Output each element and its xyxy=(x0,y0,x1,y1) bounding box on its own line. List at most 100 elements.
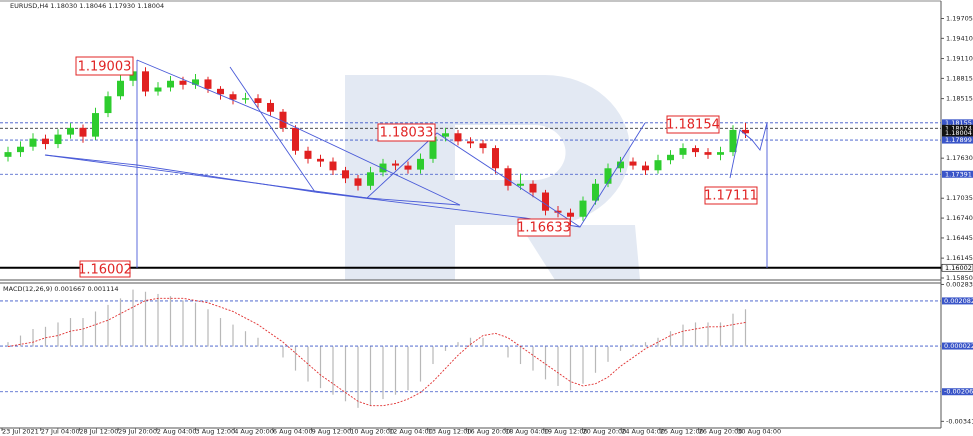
candle-body xyxy=(29,138,37,147)
candle-body xyxy=(629,161,637,166)
x-tick-label: 24 Aug 04:00 xyxy=(621,428,665,436)
candle-body xyxy=(717,152,724,155)
candle-body xyxy=(117,80,124,97)
candle-body xyxy=(367,172,374,186)
candle-body xyxy=(454,133,462,142)
annotation-box xyxy=(79,260,131,278)
candle-body xyxy=(329,161,337,171)
y-tick-label: 1.19410 xyxy=(946,34,973,42)
candle-body xyxy=(379,163,387,173)
level-label-bg xyxy=(941,263,973,272)
y-tick-label: 1.15850 xyxy=(946,274,973,282)
y-tick-label: 0.002833 xyxy=(946,280,973,288)
candle-body xyxy=(254,98,262,103)
candle-body xyxy=(567,212,574,217)
x-tick-label: 23 Jul 2021 xyxy=(2,428,39,436)
x-tick-label: 18 Aug 04:00 xyxy=(505,428,549,436)
candle-body xyxy=(429,136,437,159)
level-label: 1.18074 xyxy=(945,124,972,132)
candle-body xyxy=(742,129,749,134)
candle-body xyxy=(667,154,674,161)
candle-body xyxy=(217,88,224,95)
candle-body xyxy=(679,148,687,155)
y-tick-label: 1.16145 xyxy=(946,254,973,262)
candle-body xyxy=(517,183,524,186)
candle-body xyxy=(729,129,737,153)
candle-body xyxy=(617,161,624,169)
candle-body xyxy=(579,200,587,217)
x-tick-label: 19 Aug 12:00 xyxy=(544,428,588,436)
candle-body xyxy=(704,152,712,155)
candle-body xyxy=(229,94,237,100)
x-tick-label: 29 Jul 20:00 xyxy=(118,428,157,436)
candle-body xyxy=(17,146,24,153)
annotation-box xyxy=(377,123,436,142)
x-tick-label: 12 Aug 04:00 xyxy=(389,428,433,436)
wave-line xyxy=(729,122,768,268)
annotations: 1.19003 1.18033 1.18154 1.17111 1.16633 … xyxy=(75,56,758,278)
annotation: 1.16633 xyxy=(517,221,571,236)
candle-body xyxy=(104,96,112,114)
candle-body xyxy=(404,165,412,170)
candle-body xyxy=(154,87,162,92)
level-label: 1.17899 xyxy=(945,136,972,144)
x-tick-label: 4 Aug 20:00 xyxy=(234,428,274,436)
candle-body xyxy=(67,127,74,135)
candle-body xyxy=(54,134,62,145)
candle-body xyxy=(42,138,49,145)
annotation: 1.16002 xyxy=(78,263,132,278)
candle-body xyxy=(442,133,449,137)
annotation-box xyxy=(517,218,571,237)
level-label: 1.18004 xyxy=(945,129,972,137)
candle-body xyxy=(467,141,474,144)
candle-body xyxy=(204,79,212,89)
x-tick-label: 6 Aug 04:00 xyxy=(273,428,313,436)
y-tick-label: 1.19705 xyxy=(946,14,973,22)
annotation-box xyxy=(666,115,720,134)
candle-body xyxy=(142,71,149,92)
level-label-bg xyxy=(942,388,973,396)
level-label-bg xyxy=(942,124,973,132)
level-label: -0.002064 xyxy=(944,388,973,396)
trend-line xyxy=(136,59,461,206)
candle-body xyxy=(317,158,324,162)
candle-body xyxy=(529,183,537,193)
annotation: 1.18033 xyxy=(380,126,434,141)
x-tick-label: 9 Aug 12:00 xyxy=(312,428,352,436)
candle-body xyxy=(654,160,662,171)
candle-body xyxy=(592,183,599,201)
candle-body xyxy=(4,152,12,157)
candle-body xyxy=(179,80,187,85)
annotation-box xyxy=(75,56,134,76)
level-label: 0.002082 xyxy=(944,297,973,305)
y-tick-label: 1.17035 xyxy=(946,194,973,202)
level-label-bg xyxy=(942,170,973,178)
annotation: 1.18154 xyxy=(666,118,720,133)
x-tick-label: 3 Aug 12:00 xyxy=(196,428,236,436)
y-tick-label: 1.16445 xyxy=(946,234,973,242)
level-label-bg xyxy=(942,129,973,137)
x-tick-label: 10 Aug 20:00 xyxy=(350,428,394,436)
candle-body xyxy=(79,127,87,137)
x-tick-label: 20 Aug 20:00 xyxy=(583,428,627,436)
level-label: 1.17391 xyxy=(945,170,972,178)
candle-body xyxy=(167,80,174,88)
candle-body xyxy=(642,165,649,171)
candle-body xyxy=(604,168,612,184)
candle-body xyxy=(492,148,499,169)
candle-body xyxy=(417,158,424,170)
candle-body xyxy=(342,170,349,179)
y-tick-label: 1.18815 xyxy=(946,74,973,82)
x-tick-label: 27 Jul 04:00 xyxy=(41,428,80,436)
signal-line xyxy=(7,297,746,407)
annotation: 1.17111 xyxy=(704,189,758,204)
candle-body xyxy=(479,143,487,149)
x-tick-label: 30 Aug 04:00 xyxy=(737,428,781,436)
y-tick-label: 1.19110 xyxy=(946,55,973,63)
candle-body xyxy=(504,168,512,186)
candle-body xyxy=(92,113,99,137)
wave-line xyxy=(366,122,646,228)
candle-body xyxy=(542,192,549,211)
level-label: 1.16002 xyxy=(945,264,972,272)
